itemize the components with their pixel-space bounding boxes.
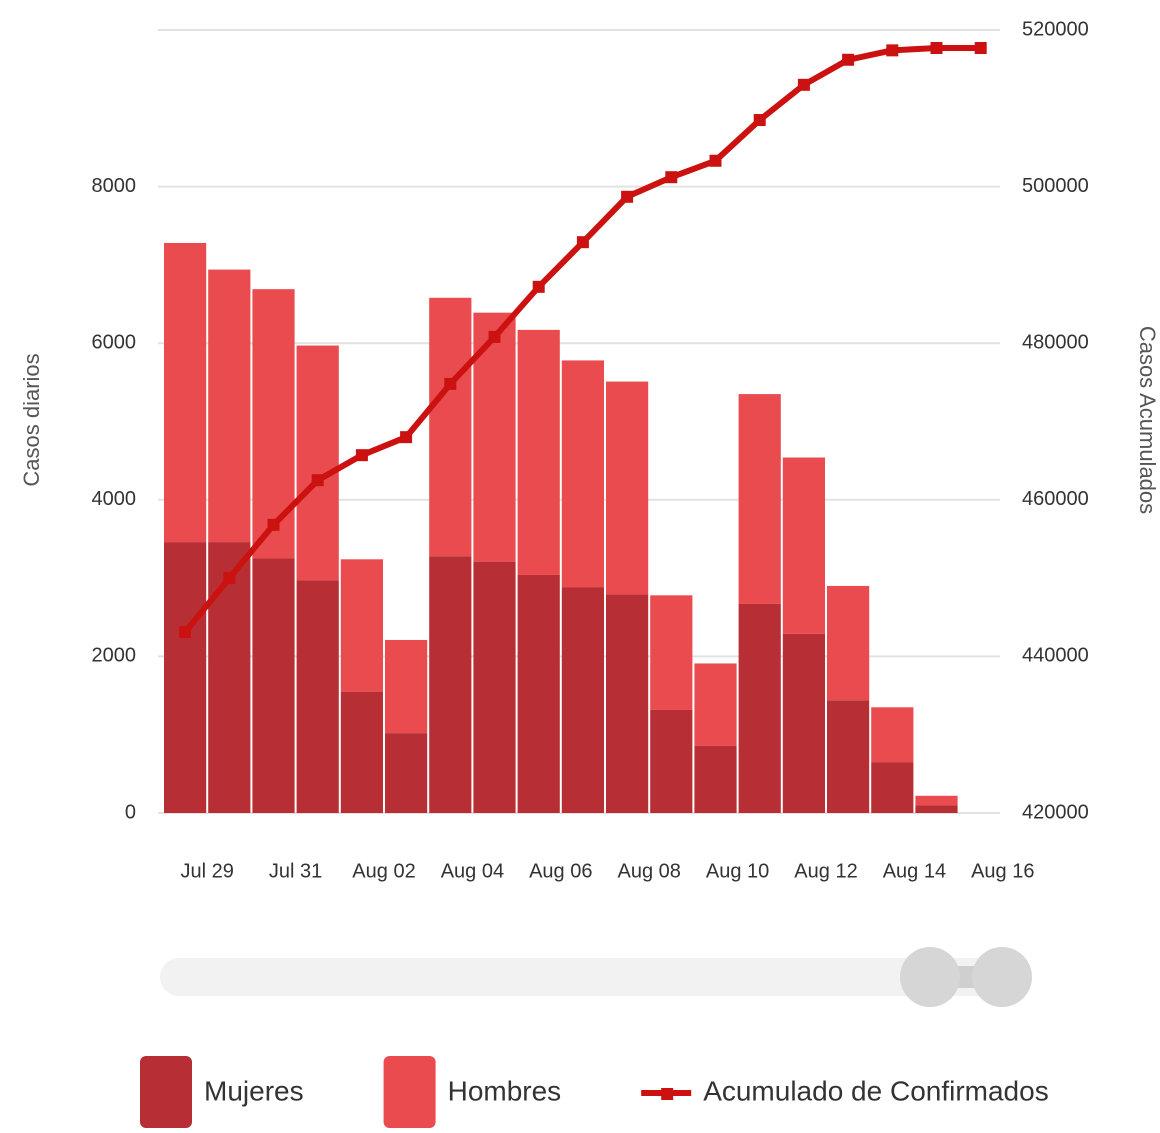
line-marker: [576, 236, 589, 249]
line-marker: [179, 626, 192, 639]
legend-swatch: [383, 1056, 436, 1128]
bar: [782, 457, 825, 634]
bar: [385, 733, 428, 813]
legend-label: Mujeres: [204, 1075, 304, 1106]
y-tick-label: 2000: [92, 645, 137, 667]
bar: [738, 394, 781, 604]
bar: [385, 639, 428, 734]
bar: [296, 580, 339, 813]
y2-tick-label: 440000: [1022, 645, 1089, 667]
bar: [650, 595, 693, 710]
y-tick-label: 8000: [92, 175, 137, 197]
bar: [782, 633, 825, 813]
y-tick-label: 4000: [92, 488, 137, 510]
line-marker: [797, 78, 810, 91]
x-tick-label: Aug 12: [794, 860, 857, 882]
bar: [252, 289, 295, 559]
y-tick-label: 6000: [92, 331, 137, 353]
bar: [296, 345, 339, 581]
line-marker: [223, 572, 236, 585]
line-marker: [930, 42, 943, 55]
bar: [738, 603, 781, 813]
line-marker: [753, 114, 766, 127]
navigator-handle[interactable]: [972, 947, 1032, 1007]
bar: [871, 762, 914, 813]
line-marker: [886, 44, 899, 57]
x-tick-label: Aug 06: [529, 860, 592, 882]
y2-tick-label: 460000: [1022, 488, 1089, 510]
bar: [429, 297, 472, 557]
y2-tick-label: 520000: [1022, 18, 1089, 40]
legend-swatch: [140, 1056, 192, 1128]
legend-label: Acumulado de Confirmados: [703, 1075, 1049, 1106]
bar: [164, 542, 207, 813]
line-marker: [974, 42, 987, 55]
bar: [827, 700, 870, 813]
navigator[interactable]: [160, 947, 1032, 1007]
line-marker: [621, 190, 634, 203]
y2-tick-label: 420000: [1022, 801, 1089, 823]
x-tick-label: Aug 04: [441, 860, 504, 882]
line-marker: [400, 431, 413, 444]
y2-tick-label: 500000: [1022, 175, 1089, 197]
bar: [164, 242, 207, 543]
navigator-handle[interactable]: [900, 947, 960, 1007]
bar: [340, 559, 383, 692]
bar: [517, 329, 560, 575]
y2-tick-label: 480000: [1022, 331, 1089, 353]
bar: [561, 360, 604, 588]
legend-label: Hombres: [448, 1075, 562, 1106]
x-tick-label: Jul 29: [181, 860, 234, 882]
line-marker: [532, 280, 545, 293]
bar: [429, 556, 472, 813]
bar: [606, 381, 649, 595]
y-tick-label: 0: [125, 801, 136, 823]
bar: [915, 795, 958, 806]
x-tick-label: Aug 14: [883, 860, 946, 882]
bar: [208, 269, 251, 543]
bar: [208, 542, 251, 813]
x-tick-label: Aug 16: [971, 860, 1034, 882]
line-marker: [709, 154, 722, 167]
legend-swatch: [661, 1088, 674, 1100]
bar: [473, 561, 516, 813]
x-tick-label: Jul 31: [269, 860, 322, 882]
line-marker: [311, 474, 324, 487]
bar: [340, 691, 383, 813]
bar: [561, 587, 604, 813]
y2-axis-title: Casos Acumulados: [1135, 326, 1160, 514]
line-marker: [355, 449, 368, 462]
bar: [871, 707, 914, 763]
x-tick-label: Aug 02: [352, 860, 415, 882]
navigator-track: [160, 958, 1000, 996]
line-marker: [842, 53, 855, 66]
y-axis-title: Casos diarios: [19, 353, 44, 486]
x-tick-label: Aug 08: [618, 860, 681, 882]
bar: [606, 594, 649, 813]
bar: [694, 745, 737, 813]
line-marker: [488, 330, 501, 343]
bar: [517, 574, 560, 813]
bar: [827, 585, 870, 701]
line-marker: [444, 377, 457, 390]
line-marker: [665, 171, 678, 184]
bar: [694, 663, 737, 746]
bar: [650, 709, 693, 813]
line-marker: [267, 518, 280, 531]
x-tick-label: Aug 10: [706, 860, 769, 882]
bar: [915, 805, 958, 813]
bar: [252, 558, 295, 813]
